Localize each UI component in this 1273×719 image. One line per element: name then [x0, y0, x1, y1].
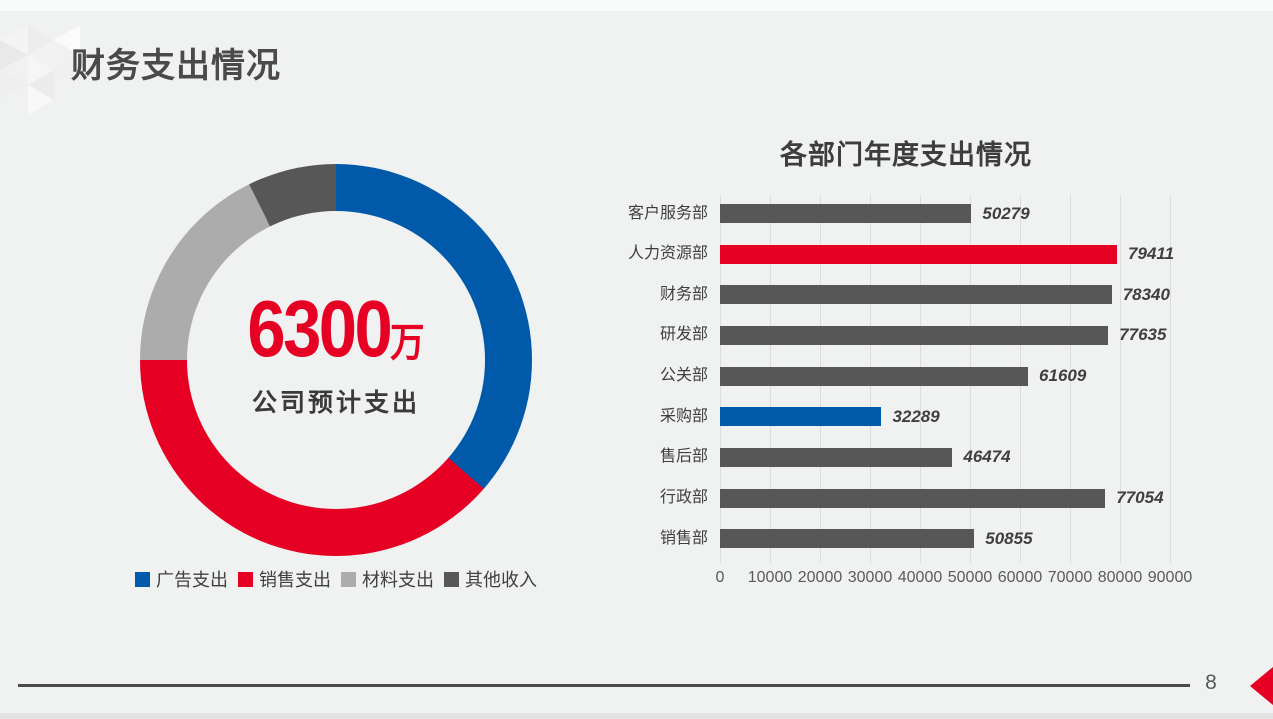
x-axis-tick-label: 10000 [747, 569, 793, 586]
legend-item: 材料支出 [341, 566, 434, 592]
gridline [1120, 195, 1121, 563]
category-label: 财务部 [659, 285, 708, 303]
legend-label: 材料支出 [362, 570, 434, 590]
bar-value-label: 50279 [982, 203, 1030, 223]
gridline [1070, 195, 1071, 563]
category-label: 销售部 [659, 529, 708, 547]
bar-value-label: 77054 [1116, 488, 1164, 508]
bar-plot-area: 50279 79411 78340 77635 61609 32289 46474 77054… [720, 195, 1174, 563]
bar-value-label: 46474 [963, 447, 1011, 467]
x-axis-tick-label: 40000 [897, 569, 943, 586]
legend-swatch-icon [135, 571, 150, 587]
category-label: 客户服务部 [627, 204, 708, 222]
donut-hole: 6300万 公司预计支出 [187, 211, 485, 509]
x-axis-tick-label: 90000 [1147, 569, 1193, 586]
bar [720, 366, 1029, 386]
legend-swatch-icon [238, 571, 253, 587]
x-axis-tick-label: 50000 [947, 569, 993, 586]
x-axis-tick-label: 60000 [997, 569, 1043, 586]
legend-label: 销售支出 [259, 570, 331, 590]
category-label: 公关部 [659, 367, 708, 385]
donut-chart: 6300万 公司预计支出 [140, 164, 532, 556]
bottom-strip [0, 713, 1273, 719]
bar-category-labels: 客户服务部人力资源部财务部研发部公关部采购部售后部行政部销售部 [590, 195, 708, 563]
x-axis-tick-label: 70000 [1047, 569, 1093, 586]
x-axis-tick-label: 80000 [1097, 569, 1143, 586]
gridline [1170, 195, 1171, 563]
bar [720, 244, 1118, 264]
category-label: 采购部 [659, 407, 708, 425]
donut-total-unit: 万 [390, 321, 425, 365]
x-axis: 0 10000 20000 30000 40000 50000 60000 70000 8000… [716, 569, 1193, 591]
bar [720, 407, 882, 427]
legend-label: 其他收入 [465, 570, 537, 590]
legend-item: 其他收入 [444, 566, 537, 592]
bar-value-label: 79411 [1128, 244, 1175, 264]
page-title: 财务支出情况 [71, 47, 281, 85]
bar [720, 204, 972, 223]
category-label: 行政部 [659, 489, 708, 507]
bar [720, 447, 953, 467]
bar [720, 285, 1112, 305]
bar [720, 325, 1109, 345]
legend-label: 广告支出 [156, 570, 228, 590]
bar-chart-title: 各部门年度支出情况 [780, 140, 1032, 170]
legend-item: 广告支出 [135, 566, 228, 592]
x-axis-tick-label: 20000 [797, 569, 843, 586]
red-left-arrow-icon [1250, 667, 1273, 705]
legend-swatch-icon [444, 571, 459, 587]
donut-total-value: 6300 [247, 284, 392, 373]
donut-center: 6300万 [187, 289, 485, 369]
top-strip [0, 0, 1273, 11]
donut-caption: 公司预计支出 [251, 389, 420, 417]
bar-value-label: 78340 [1122, 284, 1170, 304]
x-axis-tick-label: 30000 [847, 569, 893, 586]
legend-swatch-icon [341, 571, 356, 587]
pie-legend: 广告支出 销售支出 材料支出 其他收入 [0, 566, 672, 592]
category-label: 研发部 [659, 326, 708, 344]
bar-value-label: 61609 [1039, 366, 1087, 386]
bar-value-label: 32289 [892, 406, 940, 426]
x-axis-tick-label: 0 [715, 569, 725, 586]
bar-value-label: 77635 [1119, 325, 1167, 345]
bar-value-label: 50855 [985, 528, 1033, 548]
footer-divider-line [18, 684, 1190, 687]
legend-item: 销售支出 [238, 566, 331, 592]
category-label: 售后部 [659, 448, 708, 466]
page-number: 8 [1205, 671, 1217, 694]
bar [720, 529, 975, 549]
triangle-mosaic-decoration-icon [0, 25, 80, 115]
category-label: 人力资源部 [627, 245, 708, 263]
bar [720, 488, 1106, 508]
